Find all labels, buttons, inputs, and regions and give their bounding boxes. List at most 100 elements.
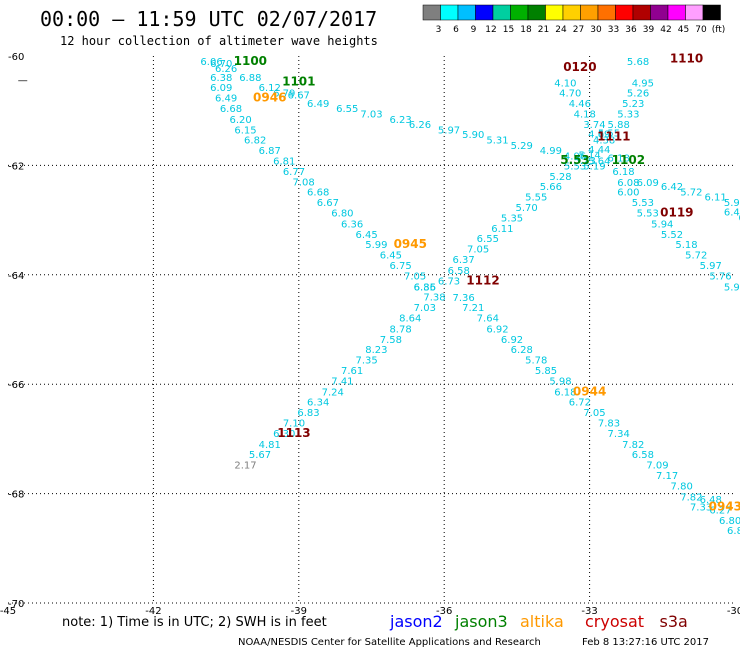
x-tick-label: -30	[727, 606, 740, 617]
swh-value: 6.88	[239, 73, 261, 84]
swh-value: 4.95	[632, 78, 654, 89]
swh-value: 6.68	[220, 104, 242, 115]
pass-time-label: 1113	[277, 426, 310, 440]
scale-swatch	[615, 4, 634, 21]
scale-label: 27	[573, 25, 584, 35]
swh-value: 5.93	[724, 198, 740, 209]
scale-label: 18	[520, 25, 532, 35]
swh-value: 7.21	[462, 303, 484, 314]
swh-value: 5.33	[617, 109, 639, 120]
pass-time-labels: 11001101094601201110111111025.5301190945…	[234, 52, 740, 514]
swh-value: 4.46	[569, 99, 591, 110]
swh-value: 6.08	[617, 178, 639, 189]
swh-value: 5.95	[724, 282, 740, 293]
swh-value: 6.30	[273, 429, 295, 440]
swh-value: 5.31	[486, 136, 508, 147]
scale-label: 45	[678, 25, 689, 35]
swh-value: 7.83	[598, 418, 620, 429]
swh-value: 6.86	[414, 282, 436, 293]
y-tick-label: -66	[8, 380, 24, 391]
axis-ticks: -60 -62 -64 -66 -68 -70-45 -42 -39 -36 -33 -30	[0, 52, 740, 617]
swh-value: 5.14	[578, 150, 600, 161]
swh-value: 6.45	[380, 251, 402, 262]
swh-value: 7.24	[322, 387, 344, 398]
swh-value: 5.29	[511, 141, 533, 152]
swh-value: 7.80	[671, 481, 693, 492]
pass-time-label: 1112	[466, 273, 499, 287]
swh-value: 5.26	[627, 89, 649, 100]
scale-label: 70	[695, 25, 707, 35]
x-tick-label: -36	[436, 606, 452, 617]
scale-swatch	[545, 4, 564, 21]
swh-value: 6.92	[486, 324, 508, 335]
swh-value: 6.83	[297, 408, 319, 419]
swh-value: 7.36	[452, 293, 474, 304]
swh-value: 7.10	[283, 418, 305, 429]
swh-value: 6.37	[452, 255, 474, 266]
swh-value: 7.03	[360, 109, 382, 120]
scale-swatch	[457, 4, 476, 21]
scale-swatch	[510, 4, 529, 21]
swh-value: 5.97	[438, 125, 460, 136]
swh-value: 5.72	[685, 251, 707, 262]
swh-value: 7.09	[646, 461, 668, 472]
swh-value: 5.72	[680, 188, 702, 199]
swh-value: 7.34	[608, 429, 630, 440]
swh-value: 6.58	[632, 450, 654, 461]
swh-value: 6.38	[210, 73, 232, 84]
swh-value: 6.45	[356, 230, 378, 241]
swh-value: 6.43	[724, 207, 740, 218]
footer-timestamp: Feb 8 13:27:16 UTC 2017	[582, 637, 709, 648]
swh-value: 4.99	[540, 146, 562, 157]
scale-swatch	[422, 4, 441, 21]
swh-value: 5.88	[608, 120, 630, 131]
scale-label: 21	[538, 25, 549, 35]
swh-value: 5.67	[249, 450, 271, 461]
swh-value: 4.18	[574, 109, 596, 120]
swh-value: 7.05	[583, 408, 605, 419]
swh-value: 7.33	[690, 503, 712, 514]
swh-value: 5.23	[622, 99, 644, 110]
x-tick-label: -42	[145, 606, 161, 617]
swh-value: 6.79	[273, 89, 295, 100]
swh-value: 5.55	[598, 129, 620, 140]
chart-subtitle: 12 hour collection of altimeter wave hei…	[60, 34, 378, 48]
swh-value: 5.97	[700, 261, 722, 272]
chart-title: 00:00 – 11:59 UTC 02/07/2017	[40, 7, 377, 31]
swh-value: 7.82	[680, 492, 702, 503]
swh-value: 5.68	[627, 57, 649, 68]
swh-value: 4.44	[588, 145, 610, 156]
scale-swatch	[702, 4, 721, 21]
scale-label: 39	[643, 25, 655, 35]
footer-credit: NOAA/NESDIS Center for Satellite Applica…	[238, 637, 541, 648]
swh-value: 7.82	[622, 440, 644, 451]
mission-altika: altika	[520, 612, 564, 631]
swh-value: 4.69	[588, 130, 610, 141]
swh-value: 5.28	[549, 172, 571, 183]
swh-value: 6.76	[738, 213, 740, 224]
swh-value: 6.67	[288, 90, 310, 101]
swh-value: 7.08	[293, 177, 315, 188]
swh-value: 6.48	[700, 495, 722, 506]
swh-value: 6.35	[414, 282, 436, 293]
swh-value: 7.05	[467, 245, 489, 256]
pass-time-label: 0944	[573, 384, 606, 398]
swh-value: 7.03	[414, 303, 436, 314]
scale-label: 24	[555, 25, 567, 35]
scale-swatch	[650, 4, 669, 21]
swh-value: 6.49	[307, 99, 329, 110]
swh-value: 6.11	[704, 193, 726, 204]
swh-value: 5.64	[588, 156, 610, 167]
scale-label: 12	[485, 25, 496, 35]
swh-value: 5.66	[540, 182, 562, 193]
swh-value: 7.17	[656, 471, 678, 482]
swh-value: 6.09	[210, 83, 232, 94]
scale-label: 42	[660, 25, 671, 35]
swh-value: 6.42	[661, 182, 683, 193]
swh-value: 6.92	[501, 335, 523, 346]
swh-value: 6.67	[317, 198, 339, 209]
scale-label: 36	[625, 25, 637, 35]
swh-value: 6.18	[554, 387, 576, 398]
scale-swatch	[632, 4, 651, 21]
swh-value: 6.77	[283, 167, 305, 178]
